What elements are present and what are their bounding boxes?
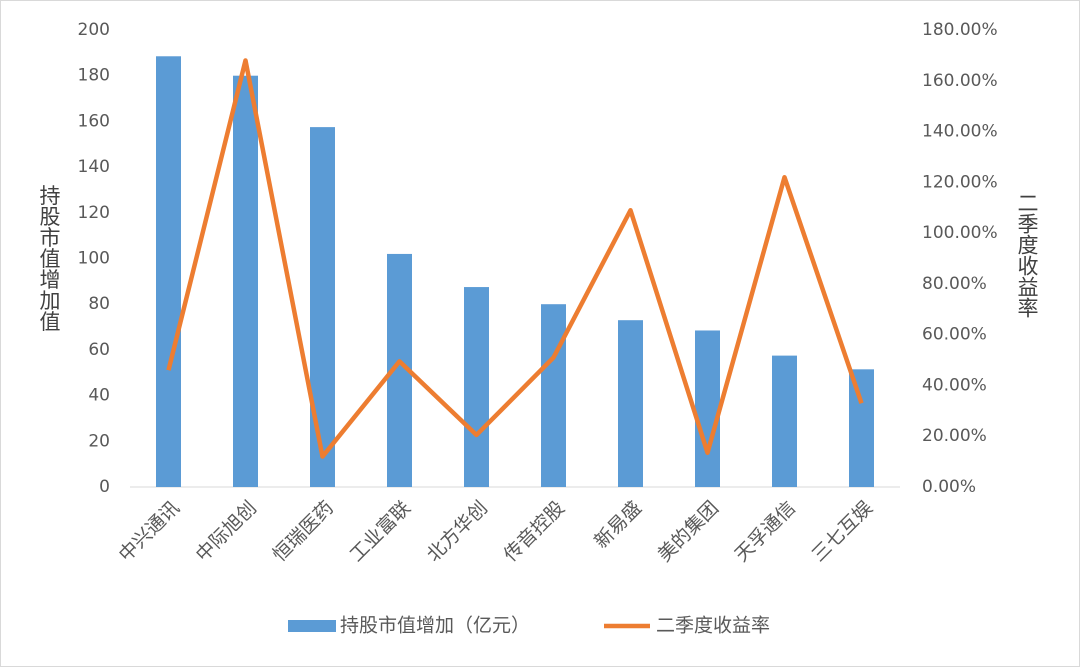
y2-tick-label: 20.00% (922, 426, 987, 446)
y-tick-label: 100 (78, 249, 110, 269)
y-tick-label: 80 (88, 294, 110, 314)
y-tick-label: 0 (99, 477, 110, 497)
bar (541, 304, 566, 487)
y-tick-label: 180 (78, 66, 110, 86)
bar (695, 330, 720, 487)
legend-label: 持股市值增加（亿元） (340, 615, 530, 637)
y-tick-label: 20 (88, 431, 110, 451)
y-tick-label: 60 (88, 340, 110, 360)
y2-tick-label: 100.00% (922, 223, 998, 243)
y-axis-title: 持股市值增加值 (37, 185, 61, 332)
bar (233, 75, 258, 487)
y2-tick-label: 80.00% (922, 274, 987, 294)
y-tick-label: 120 (78, 203, 110, 223)
line (166, 58, 864, 459)
legend-swatch (288, 620, 336, 632)
y2-axis-title: 二季度收益率 (1015, 192, 1039, 318)
bar (849, 369, 874, 487)
y2-tick-label: 160.00% (922, 71, 998, 91)
y2-tick-label: 0.00% (922, 477, 976, 497)
bar (772, 355, 797, 487)
y2-tick-label: 40.00% (922, 375, 987, 395)
y-tick-label: 140 (78, 157, 110, 177)
bar (156, 56, 181, 488)
y2-tick-label: 140.00% (922, 122, 998, 142)
y2-tick-label: 60.00% (922, 325, 987, 345)
y2-tick-label: 180.00% (922, 20, 998, 40)
y-tick-label: 160 (78, 111, 110, 131)
bar (310, 127, 335, 488)
bar (464, 287, 489, 487)
bar (618, 320, 643, 487)
legend-label: 二季度收益率 (656, 615, 770, 637)
y-tick-label: 40 (88, 386, 110, 406)
y2-tick-label: 120.00% (922, 172, 998, 192)
y-tick-label: 200 (78, 20, 110, 40)
